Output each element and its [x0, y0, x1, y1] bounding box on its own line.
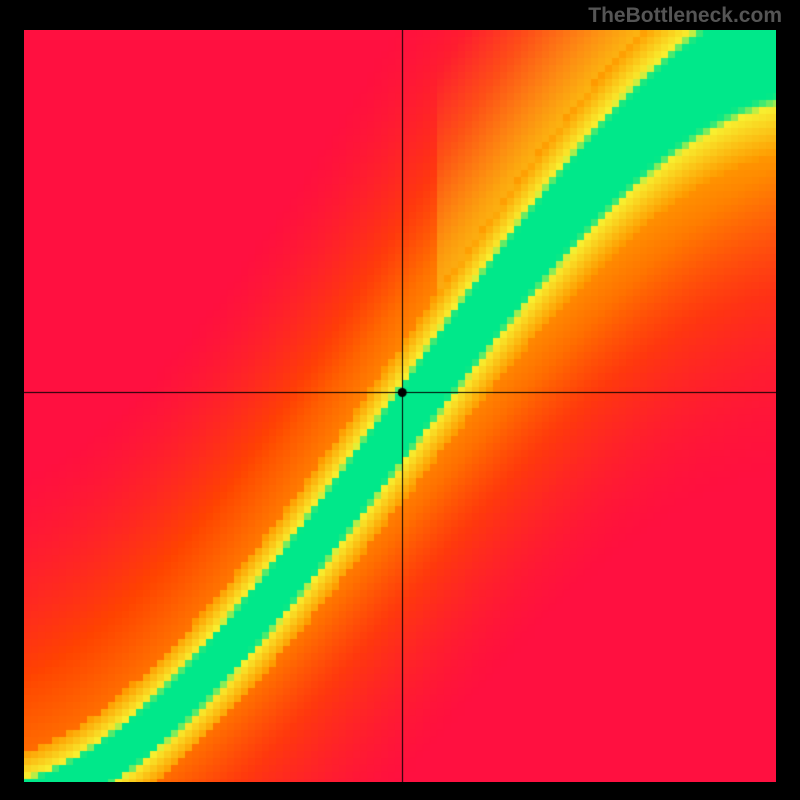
watermark-text: TheBottleneck.com — [588, 4, 782, 28]
bottleneck-heatmap — [24, 30, 776, 782]
chart-container: { "watermark": { "text": "TheBottleneck.… — [0, 0, 800, 800]
